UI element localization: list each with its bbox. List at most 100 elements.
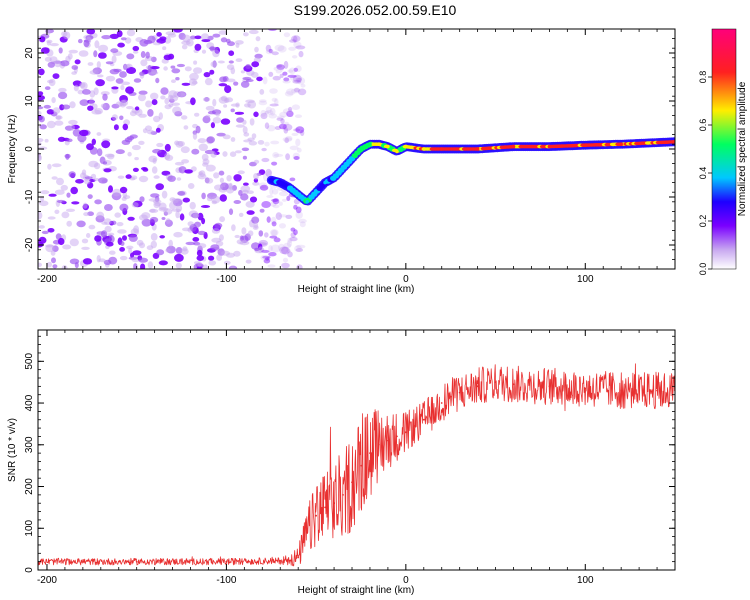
spectrogram-noise-blob — [164, 143, 171, 152]
spectrogram-noise-blob — [258, 182, 268, 188]
spectrogram-noise-blob — [57, 237, 65, 246]
spectrogram-noise-blob — [194, 112, 200, 117]
spectrogram-noise-blob — [126, 245, 134, 250]
spectrogram-noise-blob — [120, 241, 125, 247]
spectrogram-noise-blob — [146, 129, 155, 135]
spectrogram-noise-blob — [206, 136, 215, 144]
spectrogram-ridge-datapoint — [296, 192, 301, 197]
spectrogram-noise-blob — [46, 120, 56, 129]
spectrogram-noise-blob — [172, 106, 182, 115]
spectrogram-noise-blob — [253, 173, 259, 180]
spectrogram-noise-blob — [289, 39, 297, 43]
spectrogram-noise-blob — [182, 227, 191, 232]
spectrogram-noise-blob — [289, 75, 299, 82]
spectrogram-noise-blob — [293, 41, 302, 48]
spectrogram-noise-blob — [293, 35, 298, 43]
spectrogram-noise-blob — [138, 257, 149, 263]
spectrogram-noise-blob — [119, 247, 125, 252]
spectrogram-noise-blob — [161, 190, 168, 199]
spectrogram-noise-blob — [189, 35, 197, 40]
spectrogram-noise-blob — [141, 218, 152, 227]
spectrogram-noise-blob — [104, 153, 115, 158]
spectrogram-noise-blob — [230, 67, 236, 75]
spectrogram-ridge-datapoint — [404, 144, 408, 149]
spectrogram-noise-blob — [134, 157, 139, 161]
spectrogram-noise-blob — [236, 117, 245, 123]
spectrogram-noise-blob — [120, 81, 131, 86]
spectrogram-noise-blob — [197, 230, 206, 236]
spectrogram-noise-blob — [192, 213, 200, 219]
spectrogram-noise-blob — [97, 148, 103, 157]
spectrogram-noise-blob — [191, 80, 198, 85]
snr-data-point — [306, 531, 309, 534]
spectrogram-noise-blob — [86, 29, 96, 35]
spectrogram-noise-blob — [120, 84, 125, 91]
spectrogram-noise-blob — [210, 122, 215, 129]
spectrogram-noise-blob — [283, 32, 291, 38]
spectrogram-noise-blob — [236, 239, 245, 245]
spectrogram-ridge-datapoint — [305, 200, 310, 204]
spectrogram-noise-blob — [151, 99, 158, 106]
spectrogram-noise-blob — [83, 39, 90, 48]
spectrogram-noise-blob — [109, 33, 120, 40]
spectrogram-noise-blob — [149, 208, 156, 213]
spectrogram-noise-blob — [97, 74, 104, 78]
snr-data-point — [378, 443, 380, 446]
spectrogram-noise-blob — [251, 242, 260, 250]
spectrogram-noise-blob — [126, 53, 135, 60]
snr-data-point — [440, 402, 443, 404]
spectrogram-noise-blob — [147, 35, 156, 44]
spectrogram-noise-blob — [38, 106, 44, 110]
spectrogram-noise-blob — [56, 199, 66, 204]
snr-ytick-label: 500 — [24, 353, 35, 370]
spectrogram-noise-blob — [270, 229, 279, 237]
spectrogram-noise-blob — [44, 138, 49, 143]
spectrogram-noise-blob — [248, 29, 259, 35]
spectrogram-noise-blob — [230, 137, 236, 142]
spectrogram-noise-blob — [269, 107, 276, 116]
spectrogram-noise-blob — [167, 175, 176, 182]
spectrogram-noise-blob — [187, 183, 195, 189]
spectrogram-noise-blob — [175, 262, 182, 269]
spectrogram-noise-blob — [279, 111, 288, 118]
spectrogram-noise-blob — [168, 90, 178, 98]
spectrogram-noise-blob — [230, 266, 235, 269]
spectrogram-noise-blob — [255, 36, 261, 42]
spectrogram-noise-blob — [270, 216, 277, 225]
spectrogram-noise-blob — [197, 173, 207, 180]
spectrogram-noise-blob — [279, 223, 286, 229]
spectrogram-noise-blob — [287, 237, 293, 243]
spectrogram-noise-blob — [60, 60, 70, 67]
spectrogram-noise-blob — [177, 191, 186, 196]
spectrogram-noise-blob — [212, 49, 220, 58]
spectrogram-noise-blob — [94, 40, 100, 49]
spectrogram-noise-blob — [297, 77, 306, 85]
spectrogram-noise-blob — [233, 81, 239, 86]
spectrogram-noise-blob — [208, 46, 219, 51]
spectrogram-noise-blob — [281, 198, 287, 202]
snr-ytick-label: 100 — [24, 519, 35, 536]
spectrogram-noise-blob — [295, 126, 305, 134]
spectrogram-noise-blob — [165, 248, 171, 253]
spectrogram-noise-blob — [38, 153, 42, 161]
snr-data-point — [135, 560, 138, 563]
spectrogram-noise-blob — [200, 205, 211, 208]
spectrogram-noise-blob — [133, 225, 140, 234]
spectrogram-ridge-datapoint — [323, 180, 327, 185]
spectrogram-noise-blob — [155, 77, 160, 84]
spectrogram-noise-blob — [289, 177, 296, 182]
spectrogram-noise-blob — [219, 177, 224, 183]
spectrogram-noise-blob — [145, 100, 153, 108]
spectrogram-noise-blob — [181, 115, 188, 120]
spectrogram-ridge-datapoint — [350, 156, 354, 161]
snr-xtick-label: -200 — [37, 575, 57, 586]
spectrogram-noise-blob — [74, 59, 81, 65]
spectrogram-noise-blob — [211, 200, 217, 205]
spectrogram-noise-blob — [268, 113, 278, 119]
spectrogram-noise-blob — [283, 77, 290, 82]
snr-data-point — [360, 464, 362, 467]
spectrogram-noise-blob — [165, 218, 171, 225]
spectrogram-noise-blob — [218, 170, 225, 176]
snr-series-line — [38, 363, 675, 567]
spectrogram-noise-blob — [258, 246, 264, 254]
